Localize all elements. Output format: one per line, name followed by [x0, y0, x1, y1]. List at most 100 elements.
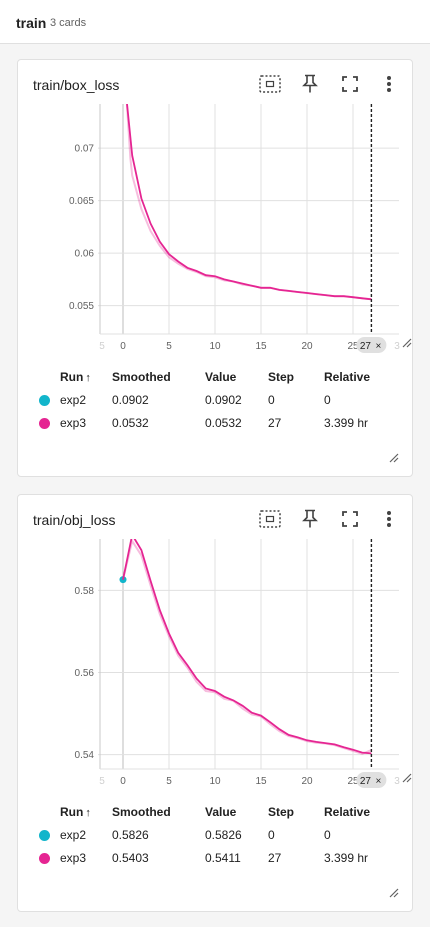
run-name: exp3 [60, 850, 87, 865]
chart-resize-icon [402, 338, 412, 348]
fit-domain-button[interactable] [258, 507, 282, 531]
column-header-step[interactable]: Step [268, 805, 295, 819]
smoothed-value: 0.5403 [112, 850, 149, 865]
column-header-relative[interactable]: Relative [324, 370, 371, 384]
run-color-dot [39, 417, 50, 429]
cursor-step-label: 27 [360, 341, 372, 352]
table-header-row: Run ↑ Smoothed Value Step Relative [33, 366, 394, 388]
column-header-value[interactable]: Value [205, 370, 237, 384]
group-title: train [16, 15, 47, 31]
y-tick-label: 0.065 [69, 196, 94, 207]
fit-domain-button[interactable] [258, 72, 282, 96]
x-tick-label: 0 [120, 776, 126, 787]
pin-button[interactable] [298, 72, 322, 96]
column-header-run-label: Run [60, 370, 84, 384]
y-tick-label: 0.58 [75, 586, 95, 597]
y-tick-label: 0.06 [75, 249, 95, 260]
column-header-run[interactable]: Run ↑ [60, 801, 112, 823]
column-header-relative[interactable]: Relative [324, 805, 371, 819]
x-tick-label: 5 [166, 776, 172, 787]
table-header-row: Run ↑ Smoothed Value Step Relative [33, 801, 394, 823]
x-tick-label: 0 [120, 341, 126, 352]
card-group-header[interactable]: train 3 cards [0, 0, 430, 44]
x-tick-label: 20 [301, 776, 313, 787]
x-tick-label: 25 [347, 776, 359, 787]
x-tick-label-edge: 3 [394, 341, 400, 352]
x-tick-label: 15 [255, 341, 267, 352]
chart-resize-icon [402, 773, 412, 783]
x-tick-label-edge: 5 [99, 341, 105, 352]
card-resize-handle[interactable] [389, 888, 399, 898]
line-chart-box-loss[interactable]: 0 5 10 15 20 25 5 3 0.055 0.06 0.065 0.07 27 × [18, 104, 414, 364]
step-value: 27 [268, 850, 282, 865]
x-tick-label: 25 [347, 341, 359, 352]
table-row: exp3 0.5403 0.5411 27 3.399 hr [33, 846, 394, 869]
fit-to-data-icon [259, 510, 281, 528]
fullscreen-icon [342, 76, 358, 92]
scalar-card-obj-loss: train/obj_loss 0 5 10 15 20 25 5 3 0.54 0.56 0.58 2… [17, 494, 413, 912]
runs-data-table: Run ↑ Smoothed Value Step Relative exp2 0… [33, 801, 394, 869]
raw-value: 0.5826 [205, 827, 242, 842]
run-name: exp2 [60, 392, 87, 407]
x-tick-label-edge: 3 [394, 776, 400, 787]
line-chart-obj-loss[interactable]: 0 5 10 15 20 25 5 3 0.54 0.56 0.58 27 × [18, 539, 414, 799]
y-tick-label: 0.07 [75, 144, 95, 155]
more-vert-icon [387, 76, 391, 92]
y-tick-label: 0.54 [75, 750, 95, 761]
column-header-smoothed[interactable]: Smoothed [112, 805, 171, 819]
column-header-run[interactable]: Run ↑ [60, 366, 112, 388]
more-options-button[interactable] [377, 72, 401, 96]
run-color-dot [39, 829, 50, 841]
pin-icon [302, 74, 318, 93]
column-header-step[interactable]: Step [268, 370, 295, 384]
card-resize-handle[interactable] [389, 453, 399, 463]
relative-time: 3.399 hr [324, 415, 369, 430]
series-raw-line-exp3 [122, 539, 372, 755]
fullscreen-button[interactable] [338, 507, 362, 531]
step-value: 0 [268, 392, 275, 407]
pin-icon [302, 509, 318, 528]
card-title: train/obj_loss [33, 512, 116, 528]
fullscreen-icon [342, 511, 358, 527]
column-header-smoothed[interactable]: Smoothed [112, 370, 171, 384]
more-options-button[interactable] [377, 507, 401, 531]
fullscreen-button[interactable] [338, 72, 362, 96]
y-tick-label: 0.56 [75, 668, 95, 679]
scalar-card-box-loss: train/box_loss 0 5 10 15 20 25 5 3 0.055 0.06 0.06… [17, 59, 413, 477]
relative-time: 3.399 hr [324, 850, 369, 865]
cursor-step-badge [356, 772, 387, 788]
column-header-value[interactable]: Value [205, 805, 237, 819]
sort-arrow-up-icon: ↑ [85, 807, 91, 819]
table-row: exp3 0.0532 0.0532 27 3.399 hr [33, 411, 394, 434]
run-color-dot [39, 394, 50, 406]
close-icon: × [375, 776, 381, 787]
smoothed-value: 0.5826 [112, 827, 149, 842]
x-tick-label: 10 [209, 776, 221, 787]
step-value: 27 [268, 415, 282, 430]
smoothed-value: 0.0902 [112, 392, 149, 407]
close-icon: × [375, 341, 381, 352]
run-name: exp3 [60, 415, 87, 430]
card-title: train/box_loss [33, 77, 120, 93]
series-line-exp3 [126, 104, 372, 301]
cursor-step-badge [356, 337, 387, 353]
smoothed-value: 0.0532 [112, 415, 149, 430]
run-color-dot [39, 852, 50, 864]
y-tick-label: 0.055 [69, 301, 94, 312]
more-vert-icon [387, 511, 391, 527]
run-name: exp2 [60, 827, 87, 842]
sort-arrow-up-icon: ↑ [85, 372, 91, 384]
table-row: exp2 0.5826 0.5826 0 0 [33, 823, 394, 846]
raw-value: 0.0902 [205, 392, 242, 407]
x-tick-label-edge: 5 [99, 776, 105, 787]
column-header-run-label: Run [60, 805, 84, 819]
step-value: 0 [268, 827, 275, 842]
raw-value: 0.0532 [205, 415, 242, 430]
relative-time: 0 [324, 827, 331, 842]
series-raw-line-exp3 [125, 104, 372, 301]
x-tick-label: 20 [301, 341, 313, 352]
series-line-exp3 [122, 539, 372, 755]
x-tick-label: 15 [255, 776, 267, 787]
fit-to-data-icon [259, 75, 281, 93]
pin-button[interactable] [298, 507, 322, 531]
